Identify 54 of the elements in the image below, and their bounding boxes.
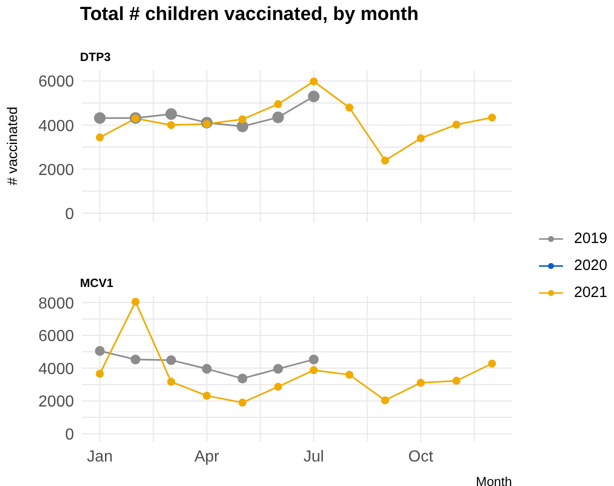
legend-label: 2020	[574, 257, 608, 274]
y-tick-label: 0	[65, 426, 74, 444]
point	[345, 370, 354, 379]
point	[202, 364, 212, 374]
point	[274, 100, 282, 108]
legend-label: 2021	[574, 284, 608, 301]
point	[167, 378, 176, 386]
point	[416, 378, 425, 387]
y-tick-label: 0	[65, 206, 74, 223]
point	[273, 364, 284, 374]
chart-title: Total # children vaccinated, by month	[80, 4, 419, 26]
y-tick-label: 6000	[38, 328, 74, 346]
point	[96, 370, 104, 378]
point	[166, 355, 176, 366]
y-tick-label: 2000	[38, 162, 74, 179]
point	[167, 121, 176, 130]
y-tick-label: 4000	[38, 118, 74, 135]
point	[96, 133, 104, 142]
point	[452, 376, 460, 385]
x-tick-label: Jul	[304, 448, 324, 466]
point	[381, 156, 390, 165]
point	[452, 120, 460, 129]
x-tick-label: Oct	[408, 448, 434, 466]
point	[238, 398, 246, 407]
point	[272, 112, 284, 124]
y-tick-label: 4000	[38, 360, 74, 378]
point	[238, 115, 246, 124]
point	[308, 90, 320, 102]
point	[416, 134, 425, 142]
point	[274, 382, 282, 391]
point	[130, 354, 140, 364]
y-axis-title: # vaccinated	[4, 106, 20, 186]
point	[131, 298, 140, 306]
point	[94, 112, 106, 124]
point	[381, 396, 390, 404]
x-tick-label: Jan	[86, 448, 113, 466]
point	[488, 360, 496, 368]
y-tick-label: 6000	[38, 74, 74, 91]
point	[238, 374, 248, 384]
y-tick-label: 2000	[38, 394, 74, 411]
chart-title: MCV1	[80, 276, 114, 290]
x-tick-label: Apr	[194, 448, 220, 466]
legend-label: 2019	[574, 230, 608, 247]
chart-subtitle: DTP3	[80, 50, 111, 64]
point	[345, 104, 354, 112]
point	[308, 354, 319, 364]
point	[165, 108, 177, 120]
point	[488, 114, 496, 122]
point	[94, 346, 105, 356]
point	[310, 366, 318, 374]
point	[310, 77, 318, 86]
point	[202, 392, 211, 400]
y-tick-label: 8000	[38, 295, 74, 312]
x-axis-title: Month	[476, 474, 512, 486]
